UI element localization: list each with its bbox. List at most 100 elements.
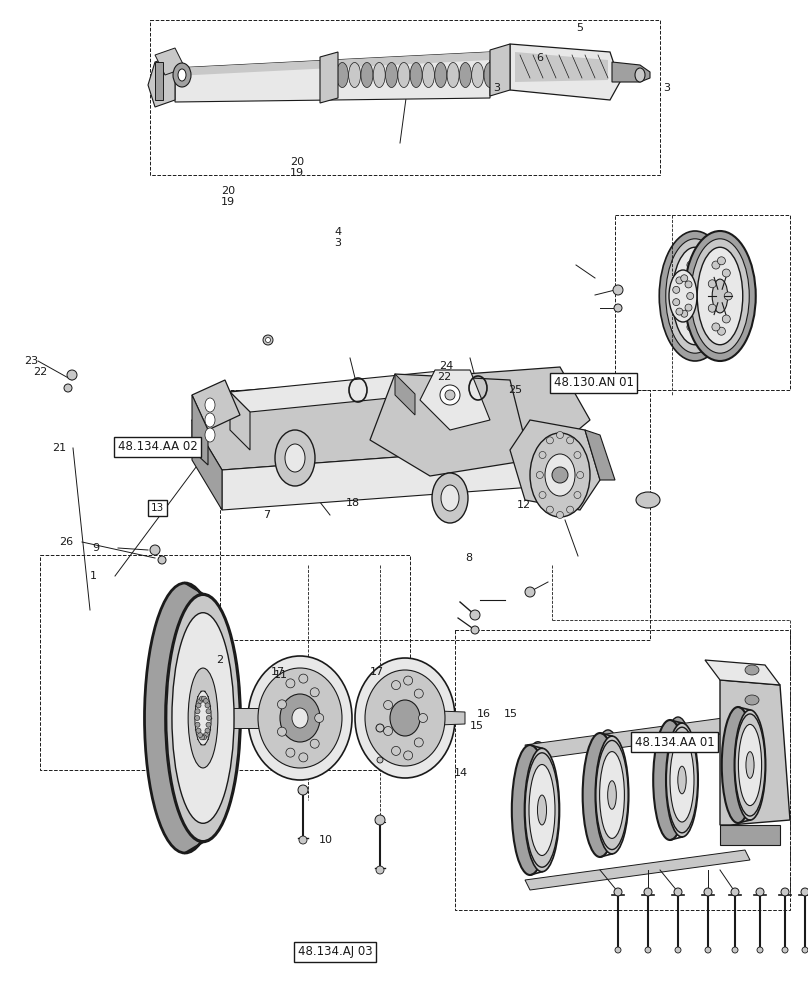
Circle shape [782,947,788,953]
Ellipse shape [525,753,559,867]
Ellipse shape [423,62,435,88]
Ellipse shape [712,279,728,313]
Ellipse shape [258,668,342,768]
Circle shape [709,304,716,312]
Polygon shape [515,52,608,82]
Ellipse shape [522,742,554,852]
Polygon shape [410,710,465,726]
Polygon shape [510,44,620,100]
Circle shape [470,610,480,620]
Circle shape [206,716,212,720]
Ellipse shape [687,279,703,313]
Circle shape [445,390,455,400]
Circle shape [546,506,553,513]
Circle shape [150,545,160,555]
Bar [220,390,650,640]
Text: 15: 15 [503,709,518,719]
Circle shape [404,751,413,760]
Circle shape [419,714,427,722]
Circle shape [195,722,200,727]
Polygon shape [612,62,650,82]
Circle shape [722,315,730,323]
Circle shape [298,785,308,795]
Text: 1: 1 [90,571,96,581]
Polygon shape [420,370,490,430]
Ellipse shape [511,745,548,875]
Circle shape [615,947,621,953]
Text: 16: 16 [477,709,491,719]
Circle shape [200,696,204,701]
Text: 48.130.AN 01: 48.130.AN 01 [553,376,634,389]
Ellipse shape [666,723,698,837]
Ellipse shape [460,62,471,88]
Polygon shape [720,825,780,845]
Circle shape [266,338,271,342]
Ellipse shape [188,668,218,768]
Ellipse shape [435,62,447,88]
Circle shape [722,269,730,277]
Polygon shape [525,850,750,890]
Circle shape [299,674,308,683]
Ellipse shape [583,733,617,857]
Polygon shape [585,430,615,480]
Circle shape [537,472,543,479]
Text: 3: 3 [494,83,500,93]
Ellipse shape [663,717,693,819]
Bar [150,20,660,175]
Text: 3: 3 [335,238,341,248]
Ellipse shape [592,730,624,835]
Ellipse shape [739,724,762,806]
Text: 20: 20 [221,186,235,196]
Circle shape [552,467,568,483]
Circle shape [685,281,692,288]
Circle shape [286,679,295,688]
Ellipse shape [530,433,590,517]
Ellipse shape [205,428,215,442]
Circle shape [299,753,308,762]
Text: 17: 17 [271,667,285,677]
Ellipse shape [669,270,697,322]
Ellipse shape [731,704,760,803]
Circle shape [676,308,683,315]
Bar [40,555,410,770]
Ellipse shape [172,613,234,823]
Circle shape [415,689,423,698]
Circle shape [676,277,683,284]
Text: 48.134.AA 01: 48.134.AA 01 [635,736,714,748]
Polygon shape [175,52,490,76]
Ellipse shape [595,740,628,850]
Circle shape [392,681,401,690]
Circle shape [525,587,535,597]
Circle shape [310,739,319,748]
Circle shape [201,696,207,701]
Polygon shape [705,660,780,685]
Circle shape [286,748,295,757]
Circle shape [557,432,563,438]
Ellipse shape [205,398,215,412]
Circle shape [756,888,764,896]
Ellipse shape [205,413,215,427]
Text: 26: 26 [59,537,74,547]
Circle shape [546,437,553,444]
Polygon shape [230,370,470,412]
Circle shape [384,701,393,710]
Text: 22: 22 [33,367,48,377]
Text: 48.134.AJ 03: 48.134.AJ 03 [298,946,372,958]
Circle shape [557,512,563,518]
Circle shape [566,437,574,444]
Circle shape [200,735,204,740]
Circle shape [196,703,201,708]
Polygon shape [510,420,600,510]
Circle shape [375,815,385,825]
Circle shape [263,335,273,345]
Ellipse shape [653,720,687,840]
Circle shape [709,280,716,288]
Ellipse shape [672,247,718,345]
Circle shape [613,285,623,295]
Polygon shape [213,708,305,728]
Circle shape [614,888,622,896]
Circle shape [206,722,211,727]
Circle shape [574,452,581,458]
Circle shape [376,866,384,874]
Circle shape [687,292,694,300]
